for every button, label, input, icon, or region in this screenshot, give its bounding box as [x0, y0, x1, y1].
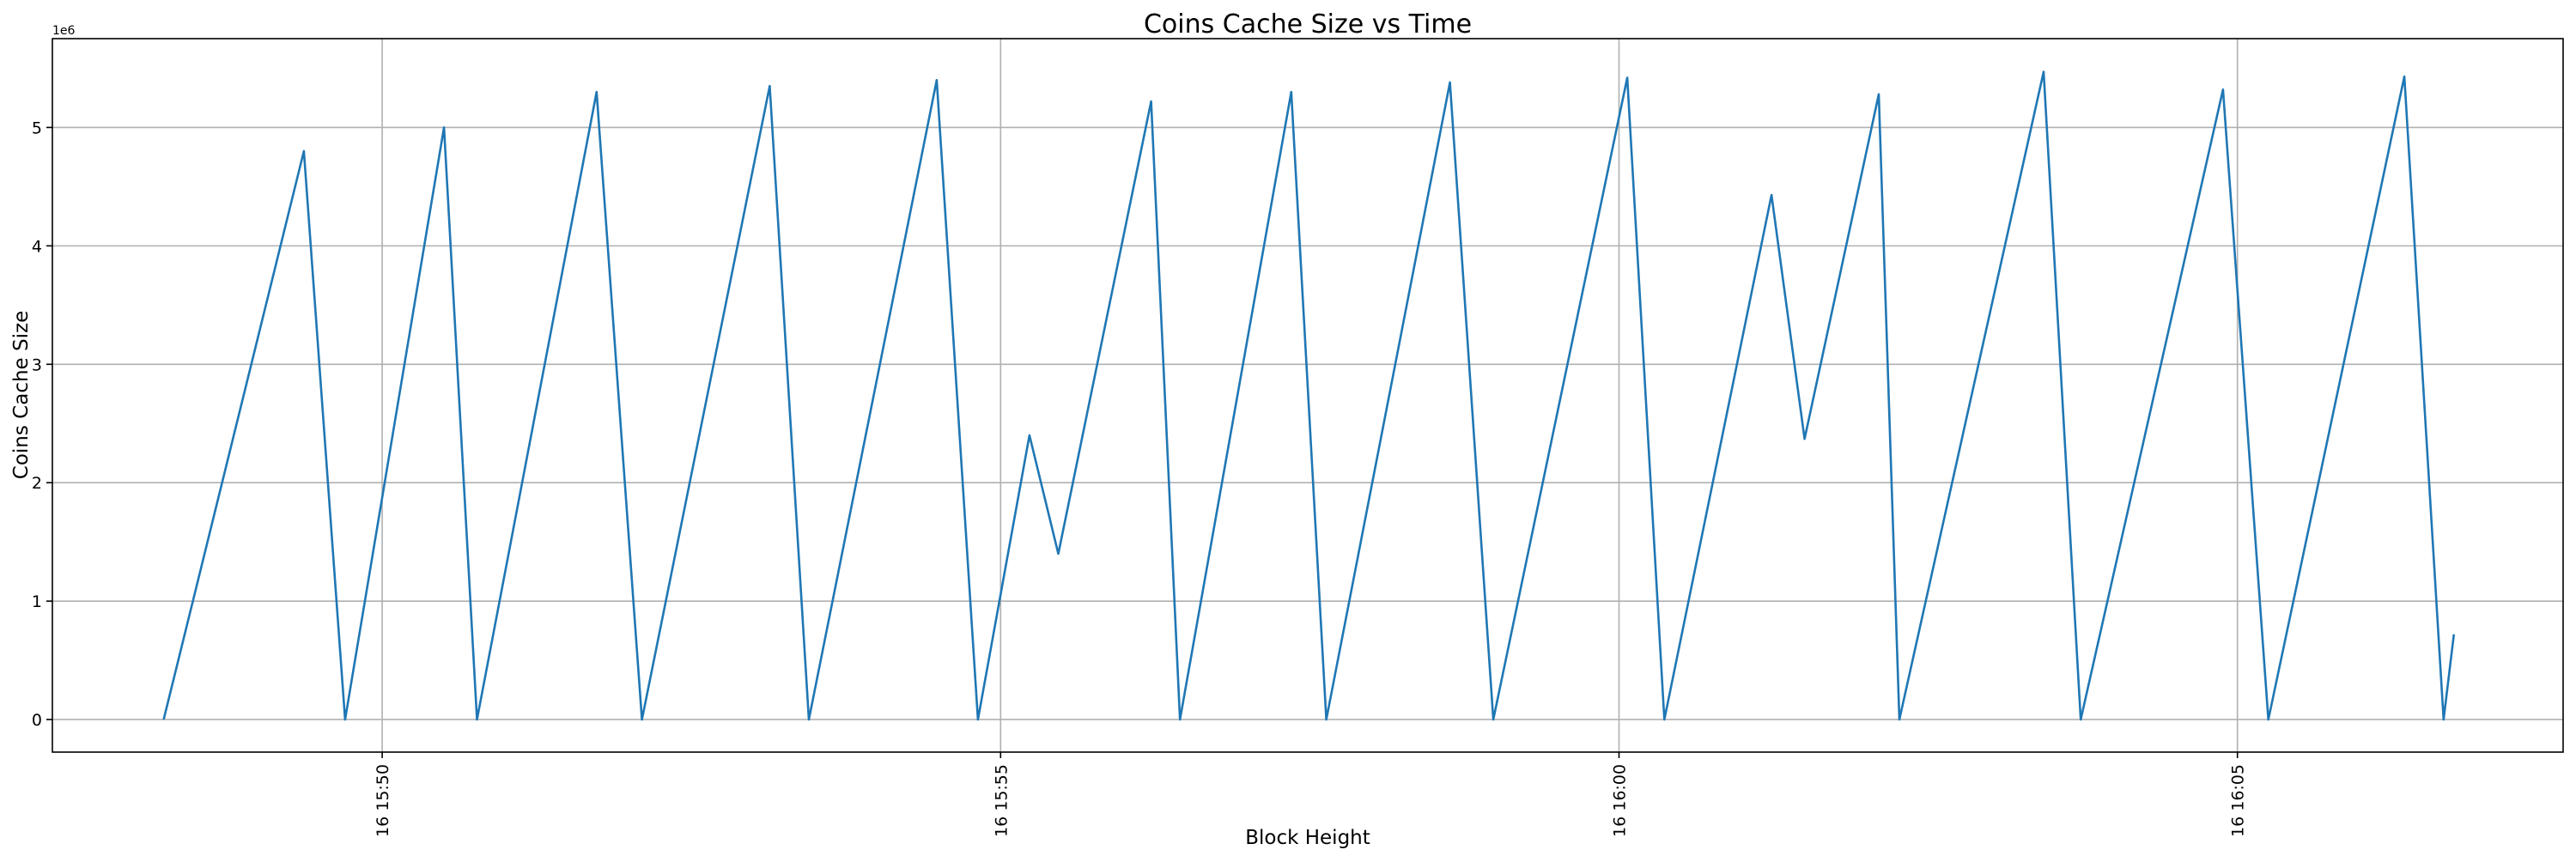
- x-tick-label: 16 15:55: [992, 764, 1011, 837]
- y-tick-label: 3: [32, 355, 42, 374]
- x-tick-label: 16 16:05: [2229, 764, 2248, 837]
- x-axis: 16 15:50 16 15:55 16 16:00 16 16:05: [374, 752, 2248, 837]
- y-tick-label: 1: [32, 592, 42, 611]
- y-axis-label: Coins Cache Size: [10, 311, 33, 479]
- series-layer: [164, 72, 2454, 720]
- y-tick-label: 2: [32, 474, 42, 493]
- x-axis-label: Block Height: [1245, 827, 1370, 849]
- x-tick-label: 16 16:00: [1610, 764, 1629, 837]
- chart-title: Coins Cache Size vs Time: [1144, 9, 1472, 39]
- y-offset-label: 1e6: [52, 24, 76, 38]
- y-tick-label: 4: [32, 237, 42, 256]
- y-tick-label: 5: [32, 118, 42, 137]
- y-tick-label: 0: [32, 711, 42, 730]
- series-line: [164, 72, 2454, 720]
- x-tick-label: 16 15:50: [374, 764, 392, 837]
- y-axis: 0 1 2 3 4 5: [32, 118, 52, 730]
